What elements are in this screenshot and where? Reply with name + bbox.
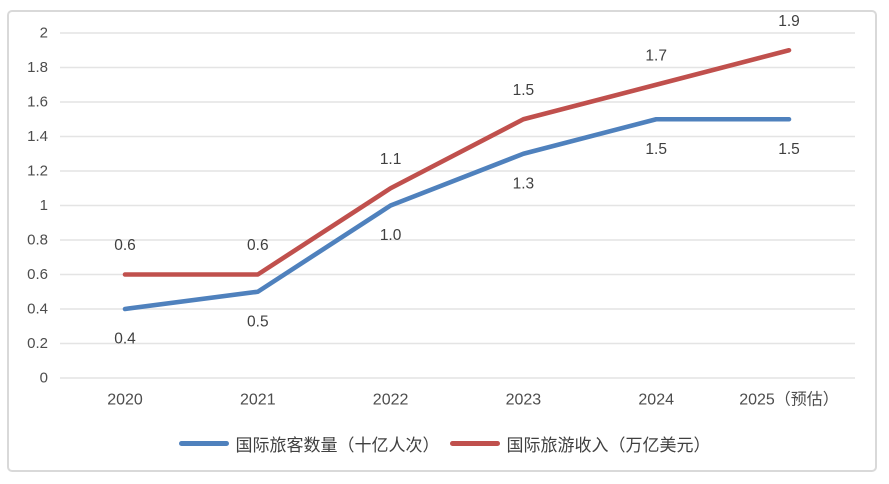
- data-label: 1.9: [778, 13, 800, 30]
- y-axis-tick-label: 0.2: [27, 335, 48, 352]
- data-label: 1.1: [380, 151, 402, 168]
- chart-card: [7, 10, 877, 472]
- y-axis-tick-label: 1.6: [27, 94, 48, 111]
- legend-swatch-passengers: [178, 441, 229, 446]
- data-label: 1.5: [645, 141, 667, 158]
- y-axis-tick-label: 1.2: [27, 163, 48, 180]
- y-axis-tick-label: 0.8: [27, 232, 48, 249]
- legend-label-passengers: 国际旅客数量（十亿人次）: [235, 436, 440, 455]
- chart-legend: 国际旅客数量（十亿人次） 国际旅游收入（万亿美元）: [0, 431, 889, 456]
- legend-item-revenue: 国际旅游收入（万亿美元）: [449, 431, 711, 456]
- data-label: 1.3: [513, 175, 535, 192]
- legend-label-revenue: 国际旅游收入（万亿美元）: [506, 436, 711, 455]
- x-axis-label: 2020: [107, 392, 143, 409]
- data-label: 0.4: [114, 331, 136, 348]
- data-label: 0.6: [247, 237, 269, 254]
- x-axis-label: 2023: [506, 392, 542, 409]
- y-axis-tick-label: 1: [40, 197, 48, 214]
- y-axis-tick-label: 0.6: [27, 266, 48, 283]
- data-label: 0.5: [247, 313, 269, 330]
- series-line-1: [122, 47, 792, 277]
- series-line-0: [122, 116, 792, 312]
- data-label: 1.5: [513, 82, 535, 99]
- y-axis-tick-label: 0: [40, 370, 48, 387]
- x-axis-label: 2022: [373, 392, 409, 409]
- data-label: 1.5: [778, 141, 800, 158]
- x-axis-label: 2025（预估）: [739, 391, 839, 409]
- legend-swatch-revenue: [449, 441, 500, 446]
- y-axis-tick-label: 2: [40, 25, 48, 42]
- x-axis-label: 2024: [638, 392, 674, 409]
- data-label: 1.0: [380, 227, 402, 244]
- y-axis-tick-label: 1.8: [27, 59, 48, 76]
- data-label: 0.6: [114, 237, 136, 254]
- data-label: 1.7: [645, 47, 667, 64]
- y-axis-tick-label: 0.4: [27, 301, 48, 318]
- legend-item-passengers: 国际旅客数量（十亿人次）: [178, 431, 440, 456]
- x-axis-label: 2021: [240, 392, 276, 409]
- y-axis-tick-label: 1.4: [27, 128, 48, 145]
